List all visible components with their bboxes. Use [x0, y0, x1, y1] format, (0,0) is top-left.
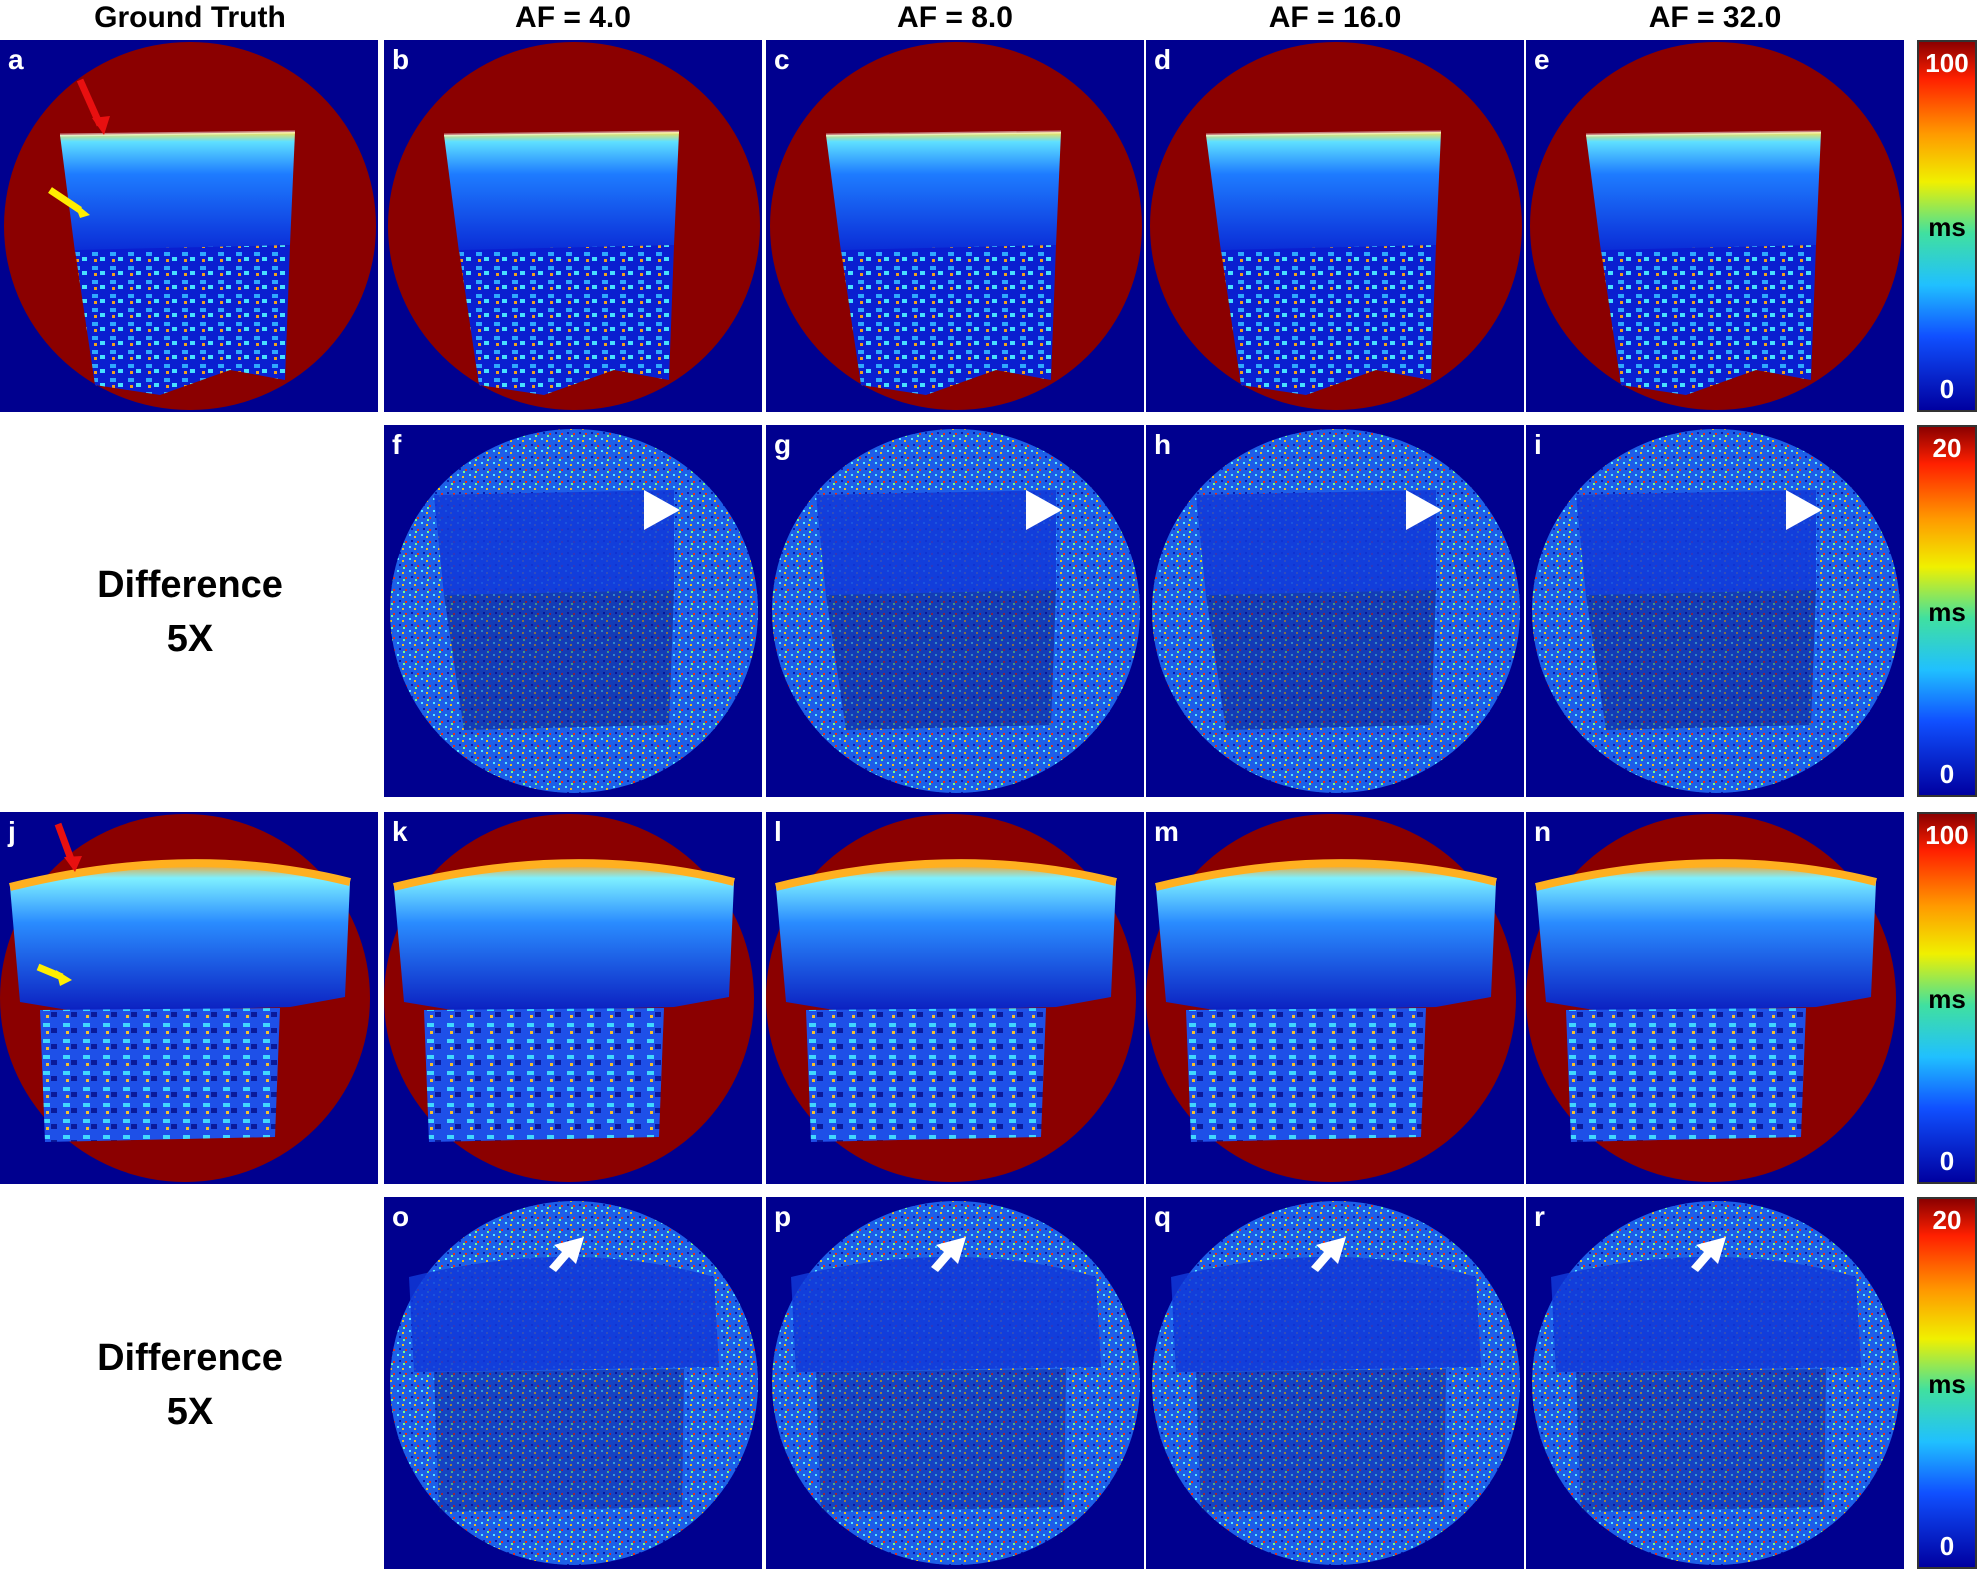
panel-letter: j [8, 816, 16, 847]
row-label-line-1: Difference [97, 1337, 283, 1379]
map-image [0, 40, 378, 412]
column-title-af-32: AF = 32.0 [1648, 1, 1782, 34]
panel-letter: a [8, 44, 24, 75]
panel-c: c [766, 40, 1144, 412]
panel-n: n [1526, 812, 1904, 1184]
panel-j: j [0, 812, 378, 1184]
map-image [1526, 812, 1904, 1184]
panel-letter: r [1534, 1201, 1545, 1232]
colorbar-min: 0 [1939, 374, 1955, 404]
panel-b: b [384, 40, 762, 412]
colorbar-min: 0 [1939, 759, 1955, 789]
map-image [384, 40, 762, 412]
difference-image [1526, 425, 1904, 797]
colorbar-max: 100 [1925, 820, 1969, 850]
colorbar-t2-map-top: 100 ms 0 [1917, 40, 1977, 412]
map-image [766, 40, 1144, 412]
colorbar-min: 0 [1939, 1531, 1955, 1561]
difference-image [1146, 425, 1524, 797]
panel-letter: m [1154, 816, 1179, 847]
panel-letter: q [1154, 1201, 1172, 1232]
colorbar-max: 100 [1925, 48, 1969, 78]
difference-image [1526, 1197, 1904, 1569]
panel-a: a [0, 40, 378, 412]
panel-h: h [1146, 425, 1524, 797]
panel-l: l [766, 812, 1144, 1184]
panel-letter: o [392, 1201, 410, 1232]
panel-letter: e [1534, 44, 1550, 75]
column-title-af-16: AF = 16.0 [1268, 1, 1402, 34]
row-label-difference-top: Difference 5X [5, 558, 375, 666]
column-title-ground-truth: Ground Truth [94, 1, 286, 34]
difference-image [384, 425, 762, 797]
map-image [766, 812, 1144, 1184]
panel-d: d [1146, 40, 1524, 412]
column-title-af-4: AF = 4.0 [515, 1, 631, 34]
panel-letter: f [392, 429, 402, 460]
difference-image [384, 1197, 762, 1569]
panel-k: k [384, 812, 762, 1184]
colorbar-unit: ms [1928, 597, 1966, 627]
panel-o: o [384, 1197, 762, 1569]
map-image [384, 812, 762, 1184]
panel-letter: h [1154, 429, 1172, 460]
panel-letter: b [392, 44, 410, 75]
panel-letter: k [392, 816, 408, 847]
colorbar-max: 20 [1932, 433, 1962, 463]
panel-q: q [1146, 1197, 1524, 1569]
difference-image [766, 425, 1144, 797]
difference-image [1146, 1197, 1524, 1569]
panel-e: e [1526, 40, 1904, 412]
panel-m: m [1146, 812, 1524, 1184]
map-image [1146, 40, 1524, 412]
panel-letter: n [1534, 816, 1552, 847]
panel-letter: g [774, 429, 792, 460]
colorbar-unit: ms [1928, 984, 1966, 1014]
colorbar-difference-top: 20 ms 0 [1917, 425, 1977, 797]
panel-p: p [766, 1197, 1144, 1569]
colorbar-t2-map-bottom: 100 ms 0 [1917, 812, 1977, 1184]
panel-letter: c [774, 44, 790, 75]
panel-f: f [384, 425, 762, 797]
panel-g: g [766, 425, 1144, 797]
column-title-af-8: AF = 8.0 [897, 1, 1013, 34]
panel-r: r [1526, 1197, 1904, 1569]
panel-letter: p [774, 1201, 792, 1232]
map-image [1146, 812, 1524, 1184]
panel-i: i [1526, 425, 1904, 797]
row-label-line-2: 5X [166, 618, 214, 660]
panel-letter: i [1534, 429, 1542, 460]
map-image [1526, 40, 1904, 412]
colorbar-max: 20 [1932, 1205, 1962, 1235]
colorbar-unit: ms [1928, 1369, 1966, 1399]
panel-letter: d [1154, 44, 1172, 75]
row-label-line-2: 5X [166, 1391, 214, 1433]
colorbar-difference-bottom: 20 ms 0 [1917, 1197, 1977, 1569]
colorbar-unit: ms [1928, 212, 1966, 242]
row-label-line-1: Difference [97, 564, 283, 606]
colorbar-min: 0 [1939, 1146, 1955, 1176]
row-label-difference-bottom: Difference 5X [5, 1331, 375, 1439]
panel-letter: l [774, 816, 782, 847]
difference-image [766, 1197, 1144, 1569]
map-image [0, 812, 378, 1184]
